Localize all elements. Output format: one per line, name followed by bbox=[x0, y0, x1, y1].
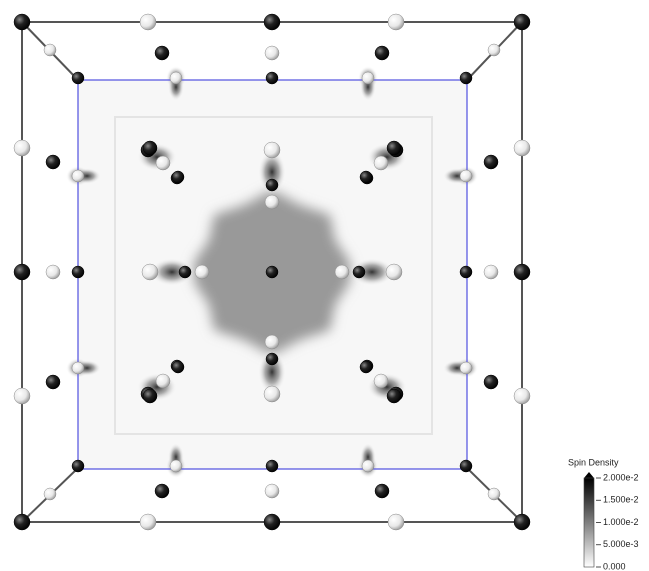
atom-light bbox=[140, 14, 156, 30]
atom-dark bbox=[14, 14, 30, 30]
visualization: Spin Density 2.000e-2 1.500e-2 1.000e-2 5.0… bbox=[0, 0, 649, 571]
page: Spin Density 2.000e-2 1.500e-2 1.000e-2 5.0… bbox=[0, 0, 649, 571]
atom-light bbox=[72, 170, 84, 182]
atom-light bbox=[142, 264, 158, 280]
atom-light bbox=[265, 484, 279, 498]
atom-dark bbox=[266, 353, 278, 365]
atom-light bbox=[156, 156, 170, 170]
atom-light bbox=[46, 265, 60, 279]
atom-light bbox=[14, 388, 30, 404]
atom-light bbox=[362, 460, 374, 472]
atom-light bbox=[140, 514, 156, 530]
atom-light bbox=[335, 265, 349, 279]
atom-dark bbox=[353, 266, 365, 278]
atom-dark bbox=[143, 141, 157, 155]
atom-light bbox=[264, 386, 280, 402]
atom-dark bbox=[179, 266, 191, 278]
atom-dark bbox=[514, 14, 530, 30]
atom-light bbox=[460, 170, 472, 182]
atom-light bbox=[460, 362, 472, 374]
atom-light bbox=[14, 140, 30, 156]
atom-light bbox=[265, 335, 279, 349]
atom-light bbox=[514, 140, 530, 156]
atom-light bbox=[386, 264, 402, 280]
atom-light bbox=[388, 14, 404, 30]
atom-dark bbox=[14, 264, 30, 280]
atom-dark bbox=[375, 484, 389, 498]
atom-light bbox=[514, 388, 530, 404]
atom-dark bbox=[264, 514, 280, 530]
atom-dark bbox=[460, 460, 472, 472]
atom-light bbox=[374, 156, 388, 170]
atom-light bbox=[484, 265, 498, 279]
atom-dark bbox=[143, 389, 157, 403]
atom-dark bbox=[266, 72, 278, 84]
atom-light bbox=[265, 195, 279, 209]
legend-title: Spin Density bbox=[568, 457, 619, 467]
atom-light bbox=[195, 265, 209, 279]
atom-light bbox=[156, 374, 170, 388]
colorbar-tick-label: 1.500e-2 bbox=[603, 495, 639, 505]
atom-dark bbox=[172, 171, 184, 183]
colorbar-tick-label: 2.000e-2 bbox=[603, 472, 639, 482]
atom-light bbox=[362, 72, 374, 84]
atom-dark bbox=[172, 361, 184, 373]
atom-light bbox=[170, 460, 182, 472]
atom-light bbox=[374, 374, 388, 388]
legend: Spin Density 2.000e-2 1.500e-2 1.000e-2 5.0… bbox=[568, 457, 639, 571]
atom-light bbox=[265, 46, 279, 60]
atom-dark bbox=[266, 266, 278, 278]
atom-light bbox=[44, 488, 56, 500]
atom-light bbox=[488, 488, 500, 500]
atom-dark bbox=[46, 375, 60, 389]
atom-dark bbox=[387, 389, 401, 403]
atom-dark bbox=[46, 155, 60, 169]
atom-light bbox=[170, 72, 182, 84]
atom-dark bbox=[484, 155, 498, 169]
atom-dark bbox=[72, 460, 84, 472]
atom-dark bbox=[14, 514, 30, 530]
atom-dark bbox=[484, 375, 498, 389]
colorbar-tick-label: 5.000e-3 bbox=[603, 539, 639, 549]
colorbar-tick-label: 1.000e-2 bbox=[603, 517, 639, 527]
atom-light bbox=[72, 362, 84, 374]
atom-light bbox=[488, 44, 500, 56]
atom-dark bbox=[514, 514, 530, 530]
atom-dark bbox=[375, 46, 389, 60]
atom-dark bbox=[72, 266, 84, 278]
colorbar bbox=[584, 478, 594, 567]
atom-dark bbox=[264, 14, 280, 30]
atom-dark bbox=[72, 72, 84, 84]
atom-light bbox=[44, 44, 56, 56]
atom-dark bbox=[155, 484, 169, 498]
atom-dark bbox=[360, 361, 372, 373]
colorbar-tick-label: 0.000 bbox=[603, 561, 626, 571]
atom-dark bbox=[460, 266, 472, 278]
atom-dark bbox=[266, 460, 278, 472]
colorbar-arrow bbox=[584, 472, 594, 478]
atom-dark bbox=[514, 264, 530, 280]
atom-dark bbox=[360, 171, 372, 183]
atom-dark bbox=[155, 46, 169, 60]
atom-light bbox=[388, 514, 404, 530]
atom-dark bbox=[266, 179, 278, 191]
atom-light bbox=[264, 142, 280, 158]
atom-dark bbox=[460, 72, 472, 84]
atom-dark bbox=[387, 141, 401, 155]
